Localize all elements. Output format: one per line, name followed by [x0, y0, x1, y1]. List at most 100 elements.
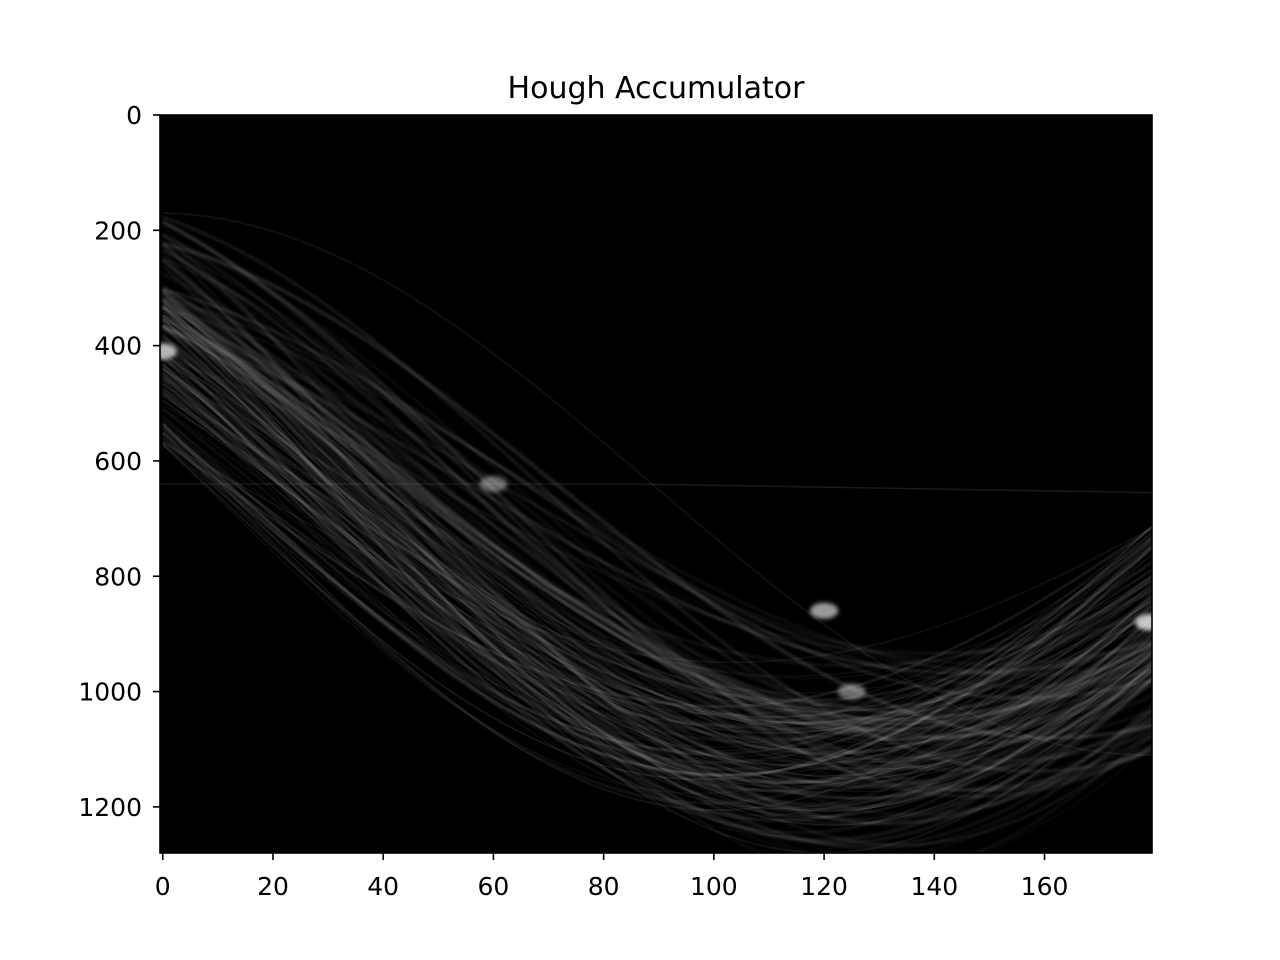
accumulator-curve: [161, 374, 1152, 793]
accumulator-curve: [161, 431, 1152, 764]
accumulator-curve: [162, 326, 1152, 675]
accumulator-curve: [162, 423, 1152, 811]
accumulator-curve: [162, 225, 1152, 853]
accumulator-curve: [162, 390, 1152, 734]
accumulator-curve: [162, 421, 1152, 757]
accumulator-curve: [161, 415, 1152, 771]
accumulator-curve: [162, 300, 1152, 764]
accumulator-curve: [162, 419, 1152, 729]
accumulator-curve: [162, 299, 1152, 793]
accumulator-curve: [161, 343, 1152, 756]
accumulator-curves: [160, 212, 1152, 853]
accumulator-curve: [162, 343, 1152, 837]
accumulator-curve: [161, 428, 1152, 727]
accumulator-curve: [161, 423, 1152, 777]
accumulator-curve: [162, 366, 1152, 810]
accumulator-curve: [162, 247, 1152, 793]
accumulator-peak: [160, 343, 177, 360]
accumulator-curve: [162, 352, 1152, 733]
accumulator-curve: [161, 305, 1152, 773]
accumulator-curve: [162, 336, 1152, 770]
y-tick-label: 1000: [78, 678, 142, 707]
accumulator-curve: [162, 340, 1152, 753]
accumulator-curve: [162, 316, 1152, 721]
accumulator-curve: [162, 212, 1152, 756]
x-tick-label: 100: [690, 872, 738, 901]
y-axis: 0 200 400 600 800 1000 1200: [78, 101, 160, 822]
accumulator-curve: [161, 392, 1152, 732]
accumulator-curve: [162, 391, 1152, 694]
accumulator-curve: [161, 422, 1152, 777]
accumulator-curve: [162, 377, 1152, 667]
accumulator-peak: [810, 602, 839, 619]
accumulator-curve: [162, 234, 1152, 846]
accumulator-curve: [162, 298, 1152, 741]
accumulator-curve: [161, 356, 1152, 732]
x-tick-label: 80: [588, 872, 620, 901]
accumulator-curve: [161, 364, 1152, 767]
accumulator-curve: [162, 265, 1152, 847]
accumulator-curve: [161, 345, 1152, 812]
accumulator-curve: [161, 334, 1152, 834]
accumulator-curve: [161, 350, 1152, 795]
accumulator-curve: [161, 436, 1152, 756]
accumulator-curve: [162, 299, 1152, 853]
x-tick-label: 40: [367, 872, 399, 901]
y-tick-label: 600: [94, 447, 142, 476]
accumulator-curve: [161, 318, 1152, 812]
accumulator-peak: [1135, 614, 1152, 631]
accumulator-curve: [162, 363, 1152, 788]
accumulator-curve: [161, 425, 1152, 777]
accumulator-curve: [162, 407, 1152, 719]
accumulator-curve: [162, 306, 1152, 761]
accumulator-curve: [162, 291, 1152, 844]
accumulator-curve: [162, 355, 1152, 655]
accumulator-curve: [162, 301, 1152, 770]
accumulator-curve: [162, 371, 1152, 724]
accumulator-curve: [162, 314, 1152, 785]
accumulator-curve: [162, 378, 1152, 706]
accumulator-curve: [162, 377, 1152, 817]
accumulator-curve: [162, 314, 1152, 779]
accumulator-curve: [162, 350, 1152, 784]
y-tick-label: 400: [94, 332, 142, 361]
accumulator-curve: [162, 243, 1152, 817]
accumulator-curve: [162, 358, 1152, 735]
accumulator-curve: [161, 408, 1152, 744]
accumulator-curve: [162, 297, 1152, 688]
accumulator-curve: [162, 288, 1152, 699]
x-tick-label: 160: [1021, 872, 1069, 901]
accumulator-curve: [162, 368, 1152, 725]
accumulator-hotspots: [160, 343, 1152, 700]
accumulator-curve: [162, 315, 1152, 764]
accumulator-peak: [837, 683, 866, 700]
accumulator-curve: [161, 324, 1152, 819]
accumulator-curve: [162, 393, 1152, 734]
accumulator-curve: [162, 379, 1152, 724]
x-tick-label: 60: [478, 872, 510, 901]
accumulator-curve: [162, 431, 1152, 716]
accumulator-curve: [162, 441, 1152, 664]
x-tick-label: 140: [910, 872, 958, 901]
accumulator-curve: [162, 387, 1152, 702]
accumulator-curve: [161, 354, 1152, 823]
accumulator-curve: [162, 310, 1152, 745]
x-tick-label: 20: [257, 872, 289, 901]
accumulator-curve: [162, 320, 1152, 742]
accumulator-curve: [161, 326, 1152, 807]
accumulator-curve: [162, 320, 1152, 671]
chart-title: Hough Accumulator: [508, 71, 806, 106]
accumulator-curve: [161, 390, 1152, 741]
accumulator-curve: [161, 318, 1152, 726]
accumulator-curve: [162, 432, 1152, 748]
x-tick-label: 0: [155, 872, 171, 901]
accumulator-line: [636, 483, 1152, 494]
accumulator-curve: [161, 302, 1152, 800]
y-tick-label: 800: [94, 562, 142, 591]
accumulator-curve: [162, 399, 1152, 718]
accumulator-curve: [162, 305, 1152, 826]
x-tick-label: 120: [800, 872, 848, 901]
accumulator-curve: [162, 359, 1152, 726]
accumulator-curve: [162, 368, 1152, 713]
